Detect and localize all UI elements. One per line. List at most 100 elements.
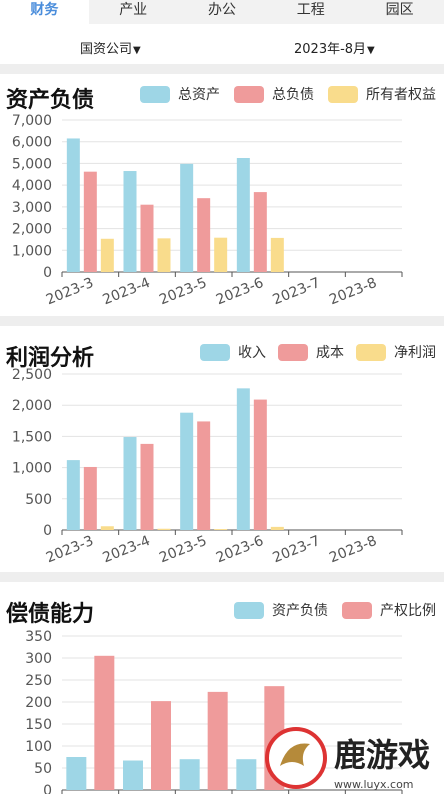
bar[interactable] [151,701,171,790]
x-tick-label: 2023-4 [101,275,153,308]
legend-item[interactable]: 资产负债 [234,600,328,620]
bar[interactable] [179,759,200,790]
x-tick-label: 2023-7 [271,533,323,564]
y-tick-label: 2,000 [12,222,52,238]
caret-down-icon: ▼ [367,45,375,56]
bar[interactable] [236,759,257,790]
bar[interactable] [123,171,137,272]
legend-item[interactable]: 总负债 [234,84,314,104]
y-tick-label: 2,500 [12,367,52,383]
legend-swatch [234,601,264,619]
bar[interactable] [236,388,250,530]
watermark-url: www.luyx.com [334,778,414,791]
y-tick-label: 0 [43,523,52,539]
bar[interactable] [157,528,171,530]
y-tick-label: 5,000 [12,156,52,172]
legend-swatch [200,343,230,361]
legend-swatch [342,601,372,619]
caret-down-icon: ▼ [133,45,141,56]
bar[interactable] [180,163,194,272]
bar[interactable] [236,158,250,272]
y-tick-label: 50 [34,761,52,777]
y-tick-label: 300 [25,651,52,667]
legend-swatch [278,343,308,361]
bar[interactable] [83,171,97,272]
y-tick-label: 6,000 [12,135,52,151]
deer-head-icon [280,743,310,766]
bar[interactable] [100,238,114,272]
bar[interactable] [253,399,267,530]
bar[interactable] [66,460,80,530]
y-tick-label: 0 [43,265,52,281]
x-tick-label: 2023-6 [214,533,266,564]
x-tick-label: 2023-7 [271,275,323,308]
period-select-value: 2023年-8月 [294,42,367,57]
y-tick-label: 7,000 [12,113,52,129]
bar[interactable] [100,526,114,530]
bar[interactable] [83,466,97,530]
bar[interactable] [207,691,228,790]
panel-title-profit: 利润分析 [6,346,95,371]
legend-label: 所有者权益 [366,87,436,103]
bar[interactable] [140,443,154,530]
legend-item[interactable]: 收入 [200,342,266,362]
company-select[interactable]: 国资公司▼ [80,38,141,57]
y-tick-label: 4,000 [12,178,52,194]
bar[interactable] [66,138,80,272]
legend-item[interactable]: 净利润 [356,342,436,362]
tab-park[interactable]: 园区 [385,2,414,18]
company-select-value: 国资公司 [80,42,133,57]
legend-item[interactable]: 产权比例 [342,600,436,620]
legend-swatch [356,343,386,361]
y-tick-label: 1,000 [12,461,52,477]
y-tick-label: 2,000 [12,398,52,414]
bar[interactable] [270,237,284,272]
legend-item[interactable]: 总资产 [140,84,220,104]
legend-item[interactable]: 所有者权益 [328,84,436,104]
x-tick-label: 2023-5 [157,533,209,564]
bar[interactable] [197,198,211,272]
bar[interactable] [214,237,228,272]
assets-liabilities-chart: 0 1,000 2,000 3,000 4,000 5,000 6,000 7,000 2023… [12,113,403,308]
bar[interactable] [270,526,284,530]
bar[interactable] [214,529,228,530]
legend-label: 总负债 [272,87,314,103]
y-tick-label: 0 [43,783,52,794]
x-tick-label: 2023-8 [327,533,379,564]
watermark-logo: 鹿游戏 www.luyx.com [265,727,430,791]
legend-swatch [328,85,358,103]
top-tab-bar: 财务 产业 办公 工程 园区 [0,0,444,24]
tab-finance[interactable]: 财务 [0,0,89,24]
legend-label: 资产负债 [272,603,328,619]
legend-label: 收入 [238,345,266,361]
panel-title-solvency: 偿债能力 [6,602,95,627]
bar[interactable] [123,760,143,790]
legend-label: 总资产 [178,87,220,103]
x-tick-label: 2023-6 [214,275,266,308]
y-tick-label: 3,000 [12,200,52,216]
x-tick-label: 2023-8 [327,275,379,308]
legend-label: 产权比例 [380,603,436,619]
tab-office[interactable]: 办公 [207,2,236,18]
watermark-title: 鹿游戏 [334,736,430,774]
y-tick-label: 500 [25,492,52,508]
bar[interactable] [180,412,194,530]
period-select[interactable]: 2023年-8月▼ [294,38,375,57]
y-tick-label: 150 [25,717,52,733]
legend-item[interactable]: 成本 [278,342,344,362]
bar[interactable] [197,421,211,530]
bar[interactable] [253,192,267,272]
legend-label: 净利润 [394,345,436,361]
tab-industry[interactable]: 产业 [119,2,148,18]
bar[interactable] [66,757,87,790]
bar[interactable] [140,204,154,272]
bar[interactable] [123,437,137,530]
bar[interactable] [157,238,171,272]
x-tick-label: 2023-5 [157,275,209,308]
tab-engineering[interactable]: 工程 [296,2,325,18]
bar[interactable] [94,655,115,790]
filter-bar: 国资公司▼ 2023年-8月▼ [0,38,444,58]
legend-swatch [140,85,170,103]
y-tick-label: 250 [25,673,52,689]
